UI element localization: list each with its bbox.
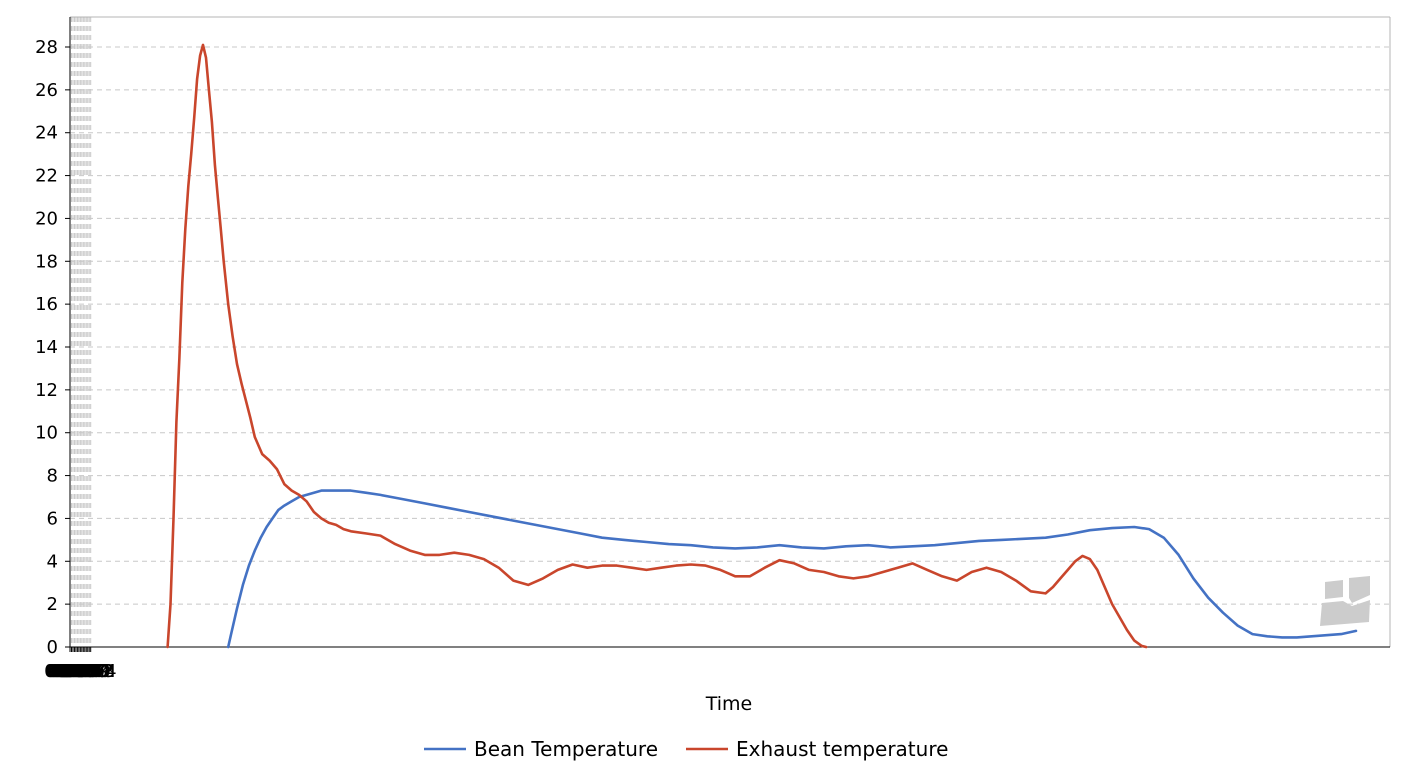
y-tick-label-12: 24 xyxy=(35,123,58,144)
y-tick-label-7: 14 xyxy=(35,337,58,358)
y-tick-label-14: 28 xyxy=(35,37,58,58)
y-tick-label-3: 6 xyxy=(47,508,58,529)
x-tick-label-13: 00:13 xyxy=(63,661,115,682)
x-tick-label-9: 00:09 xyxy=(57,661,109,682)
x-tick-label-12: 00:12 xyxy=(62,661,114,682)
series-lines xyxy=(166,43,1358,649)
grid-lines xyxy=(70,17,1390,647)
x-tick-label-2: 00:02 xyxy=(47,661,99,682)
x-tick-label-14: 00:14 xyxy=(65,661,117,682)
y-tick-label-4: 8 xyxy=(47,466,58,487)
x-tick-label-10: 00:10 xyxy=(59,661,111,682)
x-tick-labels: 00:0000:0100:0200:0300:0400:0500:0600:07… xyxy=(44,661,117,682)
y-tick-label-6: 12 xyxy=(35,380,58,401)
x-tick-label-7: 00:07 xyxy=(54,661,106,682)
series-line-0 xyxy=(226,489,1358,649)
x-tick-label-11: 00:11 xyxy=(60,661,112,682)
y-tick-label-9: 18 xyxy=(35,251,58,272)
legend: Bean Temperature Exhaust temperature xyxy=(424,737,948,761)
legend-label-0: Bean Temperature xyxy=(474,737,658,761)
series-line-1 xyxy=(166,43,1148,649)
legend-label-1: Exhaust temperature xyxy=(736,737,948,761)
x-tick-label-0: 00:00 xyxy=(44,661,96,682)
y-tick-label-10: 20 xyxy=(35,208,58,229)
x-tick-label-3: 00:03 xyxy=(48,661,100,682)
x-tick-label-4: 00:04 xyxy=(50,661,102,682)
y-tick-label-5: 10 xyxy=(35,423,58,444)
y-tick-label-0: 0 xyxy=(47,637,58,658)
y-tick-label-8: 16 xyxy=(35,294,58,315)
x-tick-label-8: 00:08 xyxy=(56,661,108,682)
x-axis-label: Time xyxy=(705,693,753,715)
x-tick-label-5: 00:05 xyxy=(51,661,103,682)
logo-watermark-icon xyxy=(1320,576,1370,626)
y-tick-label-13: 26 xyxy=(35,80,58,101)
y-tick-label-1: 2 xyxy=(47,594,58,615)
y-tick-label-2: 4 xyxy=(47,551,58,572)
axes xyxy=(65,16,1391,652)
x-tick-label-1: 00:01 xyxy=(46,661,98,682)
x-tick-label-6: 00:06 xyxy=(53,661,105,682)
y-tick-label-11: 22 xyxy=(35,166,58,187)
